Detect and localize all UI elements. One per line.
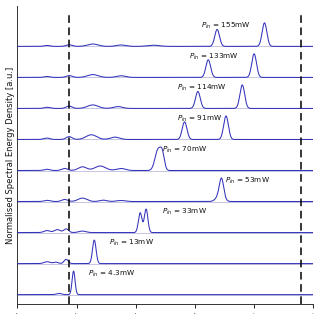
Text: $P_{in}$ = 33mW: $P_{in}$ = 33mW <box>162 207 207 217</box>
Y-axis label: Normalised Spectral Energy Density [a.u.]: Normalised Spectral Energy Density [a.u.… <box>5 66 14 244</box>
Text: $P_{in}$ = 4.3mW: $P_{in}$ = 4.3mW <box>88 269 136 279</box>
Text: $P_{in}$ = 114mW: $P_{in}$ = 114mW <box>177 83 227 93</box>
Text: $P_{in}$ = 133mW: $P_{in}$ = 133mW <box>189 52 239 62</box>
Text: $P_{in}$ = 70mW: $P_{in}$ = 70mW <box>162 145 207 155</box>
Text: $P_{in}$ = 155mW: $P_{in}$ = 155mW <box>201 21 250 31</box>
Text: $P_{in}$ = 53mW: $P_{in}$ = 53mW <box>225 176 269 186</box>
Text: $P_{in}$ = 91mW: $P_{in}$ = 91mW <box>177 114 222 124</box>
Text: $P_{in}$ = 13mW: $P_{in}$ = 13mW <box>109 238 154 248</box>
